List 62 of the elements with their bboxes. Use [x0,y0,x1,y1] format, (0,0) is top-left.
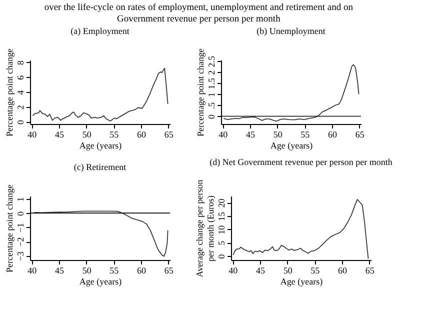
x-tick-label: 50 [283,266,293,276]
chart-title: (c) Retirement [74,162,127,172]
y-tick-label: −1 [16,223,26,233]
line-series [223,64,360,122]
y-tick-label: 15 [216,212,226,221]
x-tick-label: 45 [246,130,256,140]
line-series [32,68,168,122]
x-tick-label: 50 [82,130,92,140]
y-tick-label: 1.5 [206,78,216,90]
y-tick-label: 0 [216,254,226,259]
x-axis-title: Age (years) [280,276,323,286]
y-tick-label: 0 [16,120,26,125]
x-tick-label: 65 [164,266,174,276]
y-tick-label: −3 [16,250,26,262]
y-tick-label: 0 [16,210,26,216]
x-tick-label: 45 [54,130,64,140]
text: over the life-cycle on rates of employment, unemployment and retirement and on Government revenue per person per month [44,3,354,25]
x-tick-label: 45 [256,266,266,276]
y-tick-label: 20 [216,198,226,208]
x-tick-label: 60 [338,266,348,276]
x-tick-label: 55 [110,130,120,140]
chart-title: (b) Unemployment [256,26,326,36]
x-axis-title: Age (years) [79,276,122,286]
x-tick-label: 50 [82,266,92,276]
chart-title: (d) Net Government revenue per person per month [210,157,393,168]
y-tick-label: 0 [206,114,216,120]
x-tick-label: 40 [218,130,228,140]
y-axis-title: Percentage point change [4,184,14,272]
y-tick-label: 1 [206,92,216,97]
y-tick-label: 8 [16,60,26,65]
line-series [232,199,369,260]
chart-title: (a) Employment [70,26,130,36]
y-tick-label: −2 [16,237,26,247]
x-tick-label: 55 [300,130,310,140]
x-tick-label: 45 [54,266,64,276]
x-tick-label: 60 [137,266,147,276]
x-tick-label: 60 [328,130,338,140]
x-tick-label: 40 [28,130,38,140]
x-tick-label: 60 [137,130,147,140]
x-tick-label: 65 [355,130,365,140]
x-axis-title: Age (years) [79,140,122,150]
y-tick-label: .5 [206,102,216,110]
x-tick-label: 55 [110,266,120,276]
y-tick-label: 6 [16,74,26,80]
y-tick-label: 10 [216,224,226,234]
x-tick-label: 50 [273,130,283,140]
x-axis-title: Age (years) [270,140,313,150]
x-tick-label: 40 [28,266,38,276]
y-tick-label: 4 [16,90,26,95]
y-tick-label: 2 [206,70,216,75]
x-tick-label: 65 [164,130,174,140]
y-axis-title: Average change per person per month (Euros) [194,179,216,278]
line-series [34,210,168,257]
y-tick-label: 5 [216,240,226,246]
y-axis-title: Percentage point change [4,48,14,136]
y-tick-label: 1 [16,197,26,202]
y-axis-title: Percentage point change [196,48,206,136]
x-tick-label: 40 [228,266,238,276]
y-tick-label: 2 [16,105,26,110]
x-tick-label: 55 [310,266,320,276]
y-tick-label: 2.5 [206,55,216,68]
x-tick-label: 65 [365,266,375,276]
